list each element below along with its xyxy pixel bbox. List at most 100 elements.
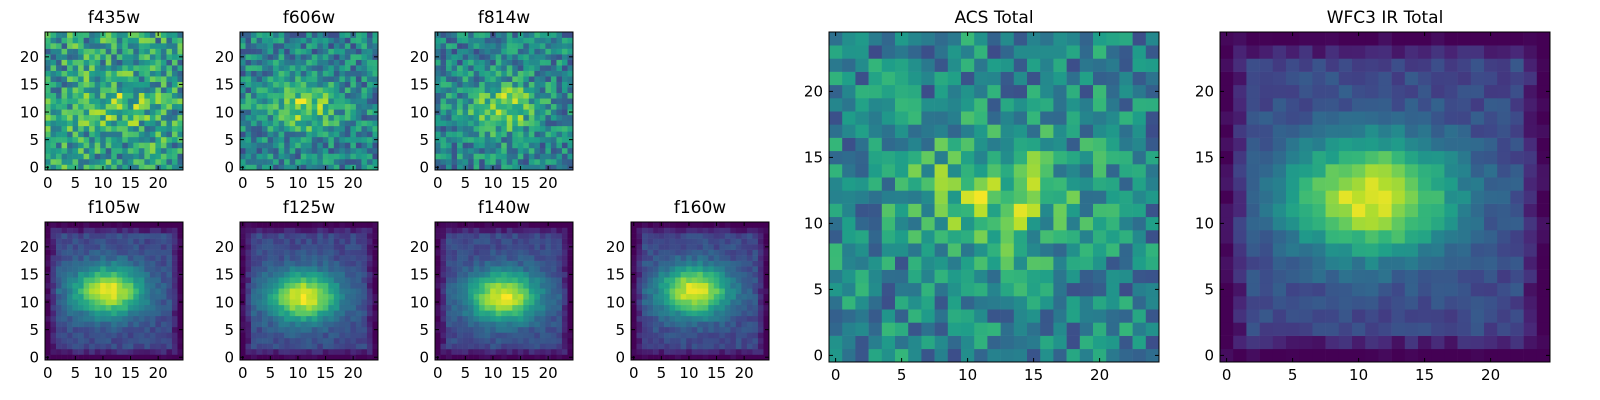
- heatmap-cell: [446, 114, 452, 121]
- heatmap-cell: [1145, 269, 1160, 284]
- heatmap-cell: [921, 282, 935, 297]
- heatmap-cells: [435, 222, 574, 361]
- x-tick-label: 15: [316, 174, 335, 192]
- heatmap-cell: [528, 266, 535, 272]
- heatmap-cell: [669, 266, 676, 272]
- heatmap-cell: [484, 59, 491, 66]
- heatmap-cell: [284, 271, 290, 278]
- heatmap-cell: [116, 343, 123, 350]
- heatmap-cell: [440, 32, 447, 38]
- heatmap-cell: [328, 337, 335, 344]
- heatmap-cell: [631, 348, 637, 355]
- heatmap-cell: [490, 98, 497, 105]
- heatmap-cell: [116, 227, 123, 234]
- heatmap-cell: [94, 249, 101, 256]
- heatmap-cell: [479, 321, 485, 328]
- heatmap-cell: [144, 54, 151, 60]
- heatmap-cell: [311, 249, 318, 256]
- heatmap-cell: [317, 114, 324, 121]
- heatmap-cell: [528, 164, 535, 171]
- heatmap-cell: [545, 282, 552, 289]
- heatmap-cell: [881, 309, 896, 323]
- heatmap-cell: [495, 288, 502, 295]
- heatmap-cell: [100, 120, 107, 127]
- heatmap-cell: [366, 142, 373, 149]
- heatmap-cell: [451, 87, 458, 94]
- heatmap-cell: [561, 282, 568, 289]
- heatmap-cell: [267, 70, 274, 77]
- heatmap-cell: [105, 114, 112, 121]
- heatmap-cell: [111, 343, 118, 350]
- heatmap-cell: [372, 125, 379, 132]
- heatmap-cell: [78, 238, 84, 245]
- heatmap-cell: [506, 288, 513, 295]
- heatmap-cell: [545, 288, 552, 295]
- heatmap-cell: [273, 249, 279, 256]
- heatmap-cell: [166, 233, 173, 239]
- heatmap-cell: [457, 249, 463, 256]
- heatmap-cell: [653, 244, 659, 250]
- heatmap-cell: [273, 43, 279, 49]
- heatmap-cell: [245, 348, 252, 355]
- heatmap-cell: [333, 288, 340, 295]
- heatmap-cell: [311, 299, 318, 306]
- heatmap-cell: [829, 348, 843, 363]
- heatmap-cell: [545, 299, 552, 306]
- heatmap-cell: [724, 277, 731, 284]
- heatmap-cell: [457, 92, 463, 99]
- heatmap-cell: [56, 131, 62, 138]
- heatmap-cell: [61, 343, 68, 350]
- heatmap-cell: [539, 222, 546, 228]
- heatmap-cell: [251, 142, 257, 149]
- y-tick-label: 0: [419, 158, 429, 176]
- heatmap-cell: [719, 304, 726, 311]
- heatmap-cell: [311, 321, 318, 328]
- heatmap-cell: [251, 103, 257, 110]
- heatmap-cell: [144, 293, 151, 300]
- heatmap-cell: [295, 87, 302, 94]
- heatmap-cell: [45, 315, 51, 322]
- heatmap-cell: [653, 238, 659, 245]
- heatmap-cell: [763, 238, 770, 245]
- heatmap-cell: [752, 277, 759, 284]
- heatmap-cell: [45, 332, 51, 339]
- heatmap-cell: [61, 37, 68, 44]
- heatmap-cell: [322, 310, 329, 317]
- heatmap-cell: [490, 255, 497, 261]
- heatmap-cell: [468, 32, 474, 38]
- heatmap-cell: [735, 227, 742, 234]
- heatmap-cell: [556, 288, 563, 295]
- heatmap-cell: [45, 37, 51, 44]
- heatmap-cell: [473, 332, 480, 339]
- heatmap-cell: [517, 337, 524, 344]
- heatmap-cell: [550, 332, 557, 339]
- heatmap-cell: [686, 227, 693, 234]
- heatmap-cell: [512, 354, 519, 361]
- heatmap-cell: [829, 335, 843, 350]
- heatmap-cell: [61, 321, 68, 328]
- heatmap-cell: [240, 310, 246, 317]
- heatmap-cell: [355, 277, 362, 284]
- heatmap-cell: [372, 348, 379, 355]
- heatmap-cell: [702, 304, 709, 311]
- heatmap-cell: [284, 354, 290, 361]
- heatmap-cell: [974, 309, 988, 323]
- heatmap-cell: [658, 343, 665, 350]
- heatmap-cell: [366, 136, 373, 143]
- heatmap-cell: [89, 332, 95, 339]
- heatmap-cell: [350, 103, 357, 110]
- heatmap-cell: [333, 304, 340, 311]
- heatmap-cell: [127, 37, 134, 44]
- heatmap-cell: [501, 222, 508, 228]
- heatmap-cell: [675, 260, 681, 267]
- heatmap-cell: [155, 87, 162, 94]
- heatmap-cell: [89, 299, 95, 306]
- heatmap-cell: [440, 81, 447, 88]
- heatmap-cell: [1066, 282, 1081, 297]
- heatmap-cell: [512, 288, 519, 295]
- heatmap-cell: [262, 293, 268, 300]
- heatmap-cell: [372, 227, 379, 234]
- heatmap-cell: [155, 153, 162, 160]
- heatmap-cell: [495, 59, 502, 66]
- heatmap-cell: [61, 255, 68, 261]
